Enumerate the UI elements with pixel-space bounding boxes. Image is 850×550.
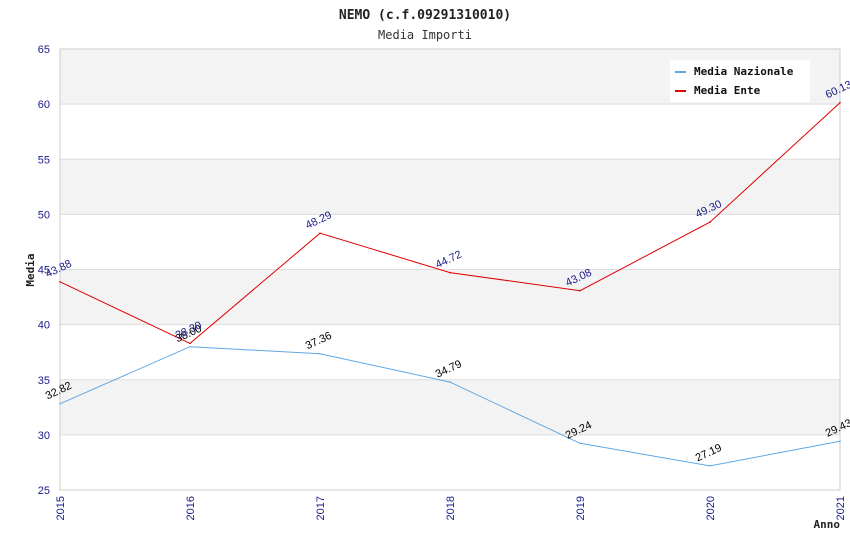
plot-band [60, 324, 840, 380]
data-point [839, 101, 841, 104]
plot-band [60, 104, 840, 160]
x-tick-label: 2016 [185, 496, 197, 520]
plot-frame [59, 48, 841, 491]
y-tick-label: 55 [38, 154, 50, 166]
data-point [839, 440, 841, 442]
x-tick-label: 2021 [835, 496, 847, 520]
data-point [59, 402, 61, 405]
data-point [59, 281, 61, 283]
legend-label-media-nazionale: Media Nazionale [694, 65, 794, 78]
data-point [579, 442, 581, 445]
plot-band [60, 269, 840, 325]
legend-box [670, 60, 810, 102]
data-point [449, 381, 451, 383]
x-tick-label: 2019 [575, 496, 587, 520]
y-axis-ticks: 25 30 35 40 45 50 55 60 65 [38, 44, 50, 497]
data-point [319, 232, 321, 235]
y-tick-label: 25 [38, 485, 50, 497]
plot-band [60, 159, 840, 215]
chart-subtitle: Media Importi [378, 28, 472, 42]
x-axis-ticks: 2015 2016 2017 2018 2019 2020 2021 [55, 496, 847, 520]
x-axis-label: Anno [814, 518, 841, 531]
x-tick-label: 2015 [55, 496, 67, 520]
data-point [709, 465, 711, 467]
legend-label-media-ente: Media Ente [694, 84, 761, 97]
data-point [709, 221, 711, 223]
y-tick-label: 60 [38, 99, 50, 111]
y-tick-label: 45 [38, 265, 50, 277]
y-tick-label: 65 [38, 44, 50, 56]
data-point [579, 289, 581, 292]
plot-band [60, 434, 840, 490]
y-tick-label: 35 [38, 375, 50, 387]
chart-title: NEMO (c.f.09291310010) [339, 8, 511, 23]
plot-background-bands [60, 49, 840, 490]
data-point [319, 352, 321, 355]
plot-band [60, 379, 840, 435]
data-point [189, 345, 191, 348]
y-axis-label: Media [24, 253, 37, 286]
data-point [189, 342, 191, 345]
y-tick-label: 40 [38, 320, 50, 332]
x-tick-label: 2018 [445, 496, 457, 520]
y-tick-label: 50 [38, 209, 50, 221]
x-tick-label: 2020 [705, 496, 717, 520]
legend: Media Nazionale Media Ente [670, 60, 810, 102]
x-tick-label: 2017 [315, 496, 327, 520]
data-point [449, 271, 451, 274]
plot-band [60, 214, 840, 270]
series-lines [59, 101, 841, 467]
y-tick-label: 30 [38, 430, 50, 442]
